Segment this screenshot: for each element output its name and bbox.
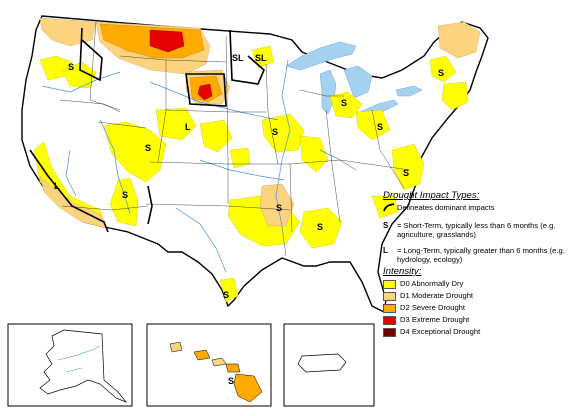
long-term-symbol: L: [383, 246, 388, 255]
impact-types-title: Drought Impact Types:: [383, 190, 480, 201]
d4-swatch: [383, 328, 396, 337]
legend-d1-row: D1 Moderate Drought: [383, 291, 575, 301]
d0-label: D0 Abnormally Dry: [400, 279, 464, 288]
state-borders: [59, 21, 411, 233]
map-label-sl-montana: SL: [232, 53, 244, 63]
legend-d2-row: D2 Severe Drought: [383, 303, 575, 313]
hawaii-islands: [169, 341, 263, 403]
map-label-s-virginia: S: [403, 168, 409, 178]
map-label-s-iowa: S: [272, 127, 278, 137]
long-term-description: = Long-Term, typically greater than 6 mo…: [397, 246, 565, 264]
map-label-s-texas: S: [223, 290, 229, 300]
puerto-rico-shape: [297, 353, 347, 373]
map-label-l-wyoming: L: [185, 122, 191, 132]
d3-swatch: [383, 316, 396, 325]
map-label-s-hawaii: S: [228, 376, 234, 386]
map-label-s-michigan: S: [341, 98, 347, 108]
d2-swatch: [383, 304, 396, 313]
legend-d3-row: D3 Extreme Drought: [383, 315, 575, 325]
lake-superior: [285, 41, 357, 71]
legend-delineation-row: Delineates dominant impacts: [383, 203, 575, 214]
map-label-s-arkansas: S: [276, 203, 282, 213]
map-label-s-ohio: S: [377, 122, 383, 132]
alaska-shape: [39, 329, 128, 403]
map-label-s-arizona: S: [122, 190, 128, 200]
lake-ontario: [395, 85, 423, 97]
short-term-symbol: S: [383, 221, 389, 230]
legend-d4-row: D4 Exceptional Drought: [383, 327, 575, 337]
alaska-rivers: [57, 345, 101, 373]
legend: Drought Impact Types: Delineates dominan…: [383, 190, 575, 337]
legend-long-term-row: L = Long-Term, typically greater than 6 …: [383, 246, 575, 264]
delineation-line-icon: [383, 203, 397, 214]
d4-label: D4 Exceptional Drought: [400, 327, 481, 336]
map-label-s-mississippi: S: [317, 222, 323, 232]
impact-lines: [29, 27, 265, 233]
intensity-title: Intensity:: [383, 266, 422, 277]
legend-d0-row: D0 Abnormally Dry: [383, 279, 575, 289]
map-label-s-new-england: S: [438, 68, 444, 78]
d0-swatch: [383, 280, 396, 289]
lake-huron: [343, 65, 373, 99]
short-term-description: = Short-Term, typically less than 6 mont…: [397, 221, 556, 239]
d1-label: D1 Moderate Drought: [400, 291, 474, 300]
map-label-s-colorado: S: [145, 143, 151, 153]
legend-short-term-row: S = Short-Term, typically less than 6 mo…: [383, 221, 575, 239]
d2-label: D2 Severe Drought: [400, 303, 466, 312]
map-label-l-california: L: [54, 181, 60, 191]
d3-areas: [149, 29, 213, 101]
d0-areas: [33, 45, 469, 303]
map-label-sl-minnesota: SL: [255, 53, 267, 63]
map-label-s-pacific-northwest: S: [68, 62, 74, 72]
delineation-label: Delineates dominant impacts: [397, 203, 495, 212]
d1-swatch: [383, 292, 396, 301]
d3-label: D3 Extreme Drought: [400, 315, 470, 324]
